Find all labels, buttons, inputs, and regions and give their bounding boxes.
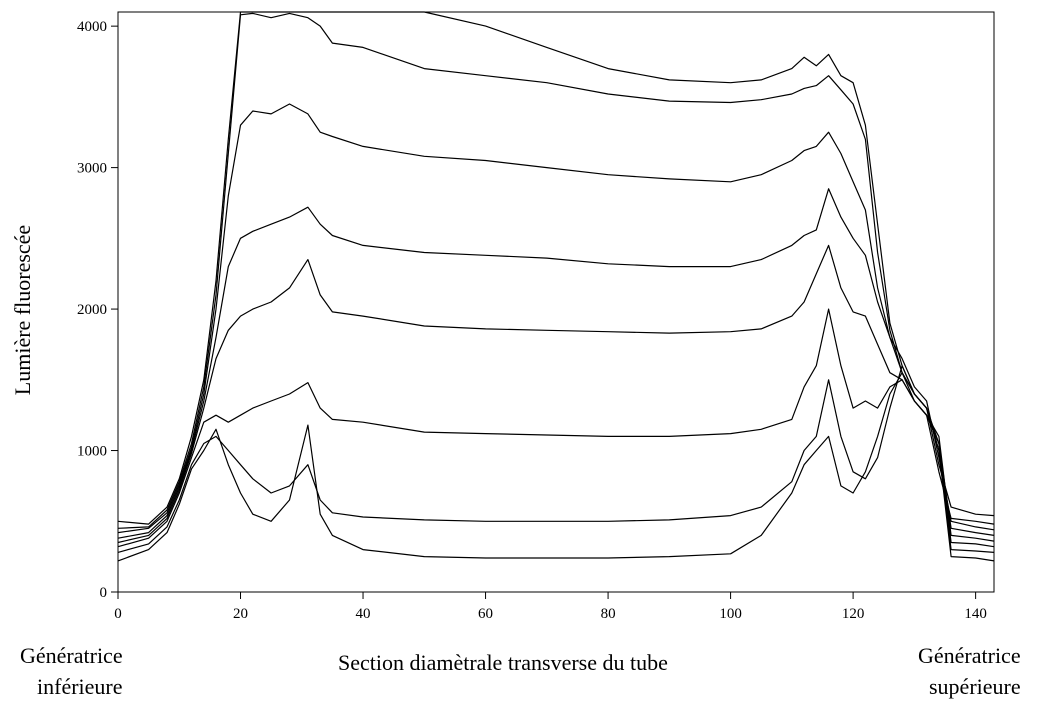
y-tick-label: 2000	[77, 302, 107, 318]
y-tick-label: 4000	[77, 19, 107, 35]
series-line-1	[117, 11, 995, 525]
series-line-8	[117, 372, 995, 562]
footer-left-line2: inférieure	[37, 674, 123, 699]
x-tick-label: 20	[233, 606, 248, 622]
y-tick-label: 1000	[77, 444, 107, 460]
series-line-6	[117, 308, 995, 548]
x-tick-label: 140	[964, 606, 987, 622]
y-axis-label: Lumière fluorescée	[10, 225, 35, 395]
footer-right-line1: Génératrice	[918, 643, 1021, 668]
series-layer	[117, 11, 995, 562]
x-tick-label: 120	[842, 606, 865, 622]
x-tick-label: 80	[601, 606, 616, 622]
x-axis-label: Section diamètrale transverse du tube	[338, 650, 668, 675]
series-line-5	[117, 244, 995, 544]
x-tick-label: 40	[356, 606, 371, 622]
y-tick-label: 3000	[77, 161, 107, 177]
series-line-7	[117, 365, 995, 553]
series-line-3	[117, 103, 995, 534]
series-line-4	[117, 188, 995, 539]
footer-left-line1: Génératrice	[20, 643, 123, 668]
plot-frame	[117, 11, 995, 593]
series-line-2	[117, 12, 995, 529]
y-tick-label: 0	[100, 585, 108, 601]
axes: 0 20 40 60 80 100 120 140 0 1000 2000 3000 4000	[77, 11, 995, 622]
x-tick-label: 0	[114, 606, 122, 622]
footer-right-line2: supérieure	[929, 674, 1021, 699]
x-tick-label: 60	[478, 606, 493, 622]
x-tick-label: 100	[719, 606, 742, 622]
